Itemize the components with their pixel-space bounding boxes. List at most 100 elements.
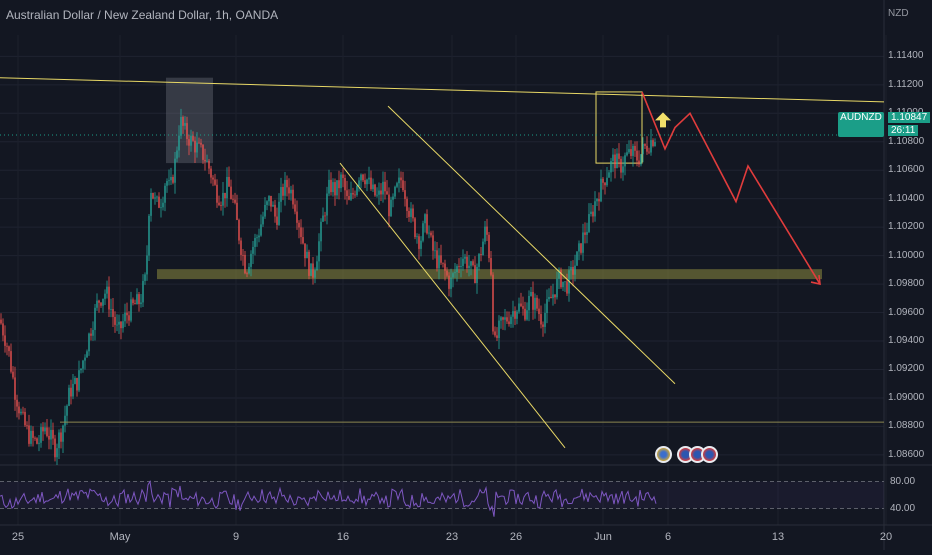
candle xyxy=(574,265,576,275)
candle xyxy=(60,432,62,442)
date-tick-label: Jun xyxy=(594,531,612,543)
event-globe-icon[interactable] xyxy=(655,446,672,463)
candle xyxy=(408,210,410,217)
candle xyxy=(442,262,444,264)
candle xyxy=(178,135,180,151)
candle xyxy=(206,160,208,162)
candle xyxy=(164,185,166,203)
candle xyxy=(294,204,296,212)
candle xyxy=(288,187,290,194)
price-tick-label: 1.10200 xyxy=(888,221,925,233)
candle xyxy=(562,281,564,288)
price-tick-label: 1.10600 xyxy=(888,164,925,176)
candle xyxy=(554,294,556,298)
candle xyxy=(264,204,266,217)
candle xyxy=(118,321,120,325)
candle xyxy=(10,351,12,372)
candle xyxy=(86,351,88,358)
candle xyxy=(596,199,598,202)
candle xyxy=(22,411,24,413)
candle xyxy=(244,254,246,274)
candle xyxy=(186,123,188,140)
candle xyxy=(406,198,408,211)
date-tick-label: 16 xyxy=(336,531,350,543)
candle xyxy=(154,197,156,199)
candle xyxy=(586,231,588,235)
channel-lower-line xyxy=(339,162,566,449)
candle xyxy=(516,311,518,319)
candle xyxy=(6,345,8,347)
event-flag-icon[interactable] xyxy=(701,446,718,463)
candle xyxy=(2,323,4,336)
candle xyxy=(72,383,74,397)
candle xyxy=(286,179,288,188)
candle xyxy=(622,166,624,173)
candle xyxy=(220,205,222,206)
candle xyxy=(616,153,618,169)
bar-countdown: 26:11 xyxy=(888,125,919,136)
symbol-label: AUDNZD xyxy=(840,112,882,123)
candle xyxy=(172,176,174,183)
candle xyxy=(218,202,220,206)
candle xyxy=(158,196,160,208)
candle xyxy=(430,232,432,236)
rsi-line xyxy=(0,480,657,517)
candle xyxy=(138,294,140,305)
candle xyxy=(14,377,16,400)
price-tick-label: 1.10000 xyxy=(888,249,925,261)
candle xyxy=(444,263,446,271)
candle xyxy=(140,302,142,305)
price-tick-label: 1.11200 xyxy=(888,78,924,90)
projection-arrowhead xyxy=(810,274,821,286)
candle xyxy=(44,427,46,432)
price-tick-label: 1.10400 xyxy=(888,192,925,204)
candle xyxy=(76,378,78,391)
candle xyxy=(474,265,476,284)
candle xyxy=(550,296,552,299)
candle xyxy=(560,270,562,288)
candle xyxy=(226,176,228,199)
candle xyxy=(608,172,610,178)
date-tick-label: 25 xyxy=(11,531,25,543)
candle xyxy=(628,149,630,153)
symbol-badge[interactable]: AUDNZD xyxy=(838,112,884,137)
candle xyxy=(162,202,164,208)
candle xyxy=(190,135,192,146)
candle xyxy=(96,300,98,308)
candle xyxy=(312,263,314,278)
candle xyxy=(36,438,38,444)
candle xyxy=(242,254,244,256)
candle xyxy=(534,297,536,310)
candle xyxy=(64,415,66,426)
candle xyxy=(180,116,182,136)
rsi-tick-label: 40.00 xyxy=(890,502,916,514)
candle xyxy=(450,277,452,289)
candle xyxy=(634,145,636,151)
candle xyxy=(58,432,60,449)
candle xyxy=(196,142,198,153)
candle xyxy=(142,280,144,303)
date-tick-label: 9 xyxy=(232,531,240,543)
candle xyxy=(418,236,420,249)
candle xyxy=(282,187,284,196)
date-tick-label: 6 xyxy=(664,531,672,543)
candle xyxy=(606,177,608,186)
candle xyxy=(478,254,480,267)
candle xyxy=(648,151,650,153)
candle xyxy=(112,309,114,317)
candle xyxy=(472,261,474,266)
candle xyxy=(610,160,612,173)
candle xyxy=(260,224,262,236)
candle xyxy=(360,174,362,181)
candle xyxy=(194,140,196,153)
candle xyxy=(320,221,322,242)
candle xyxy=(324,215,326,217)
candle xyxy=(654,141,656,147)
candle xyxy=(30,430,32,444)
candle xyxy=(256,237,258,239)
candle xyxy=(400,177,402,181)
candle xyxy=(230,186,232,199)
candle xyxy=(330,179,332,193)
